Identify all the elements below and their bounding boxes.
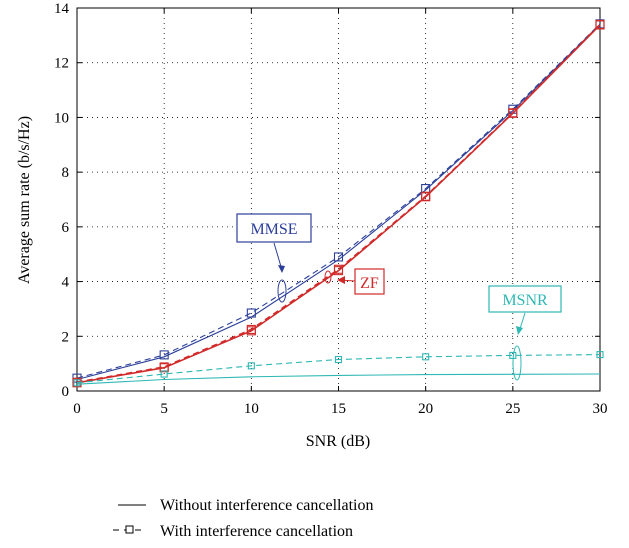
- msnr-dashed-marker: [422, 353, 430, 361]
- msnr-solid-line: [76, 373, 601, 385]
- axis-ticks: 0 5 10 15 20 25 30 0 2 4 6 8 10 12 14: [54, 1, 608, 417]
- y-tick-label: 2: [62, 329, 70, 345]
- legend-label-dashed: With interference cancellation: [160, 523, 353, 540]
- mmse-label: MMSE: [250, 221, 297, 238]
- annotations: MMSE ZF MSNR: [236, 213, 562, 381]
- y-tick-label: 10: [54, 110, 69, 126]
- x-tick-label: 5: [160, 401, 168, 417]
- msnr-dashed-marker: [596, 351, 604, 359]
- zf-label-box: [354, 268, 385, 295]
- legend-label-solid: Without interference cancellation: [160, 497, 373, 514]
- msnr-label: MSNR: [502, 292, 548, 309]
- y-tick-label: 12: [54, 56, 69, 72]
- msnr-dashed-marker: [334, 355, 343, 364]
- msnr-pointer-arrowhead: [516, 326, 523, 335]
- zf-dashed-line: [76, 23, 601, 383]
- zf-dashed-marker: [246, 324, 256, 334]
- x-tick-label: 10: [244, 401, 259, 417]
- msnr-dashed-marker: [160, 370, 168, 378]
- mmse-dashed-line: [76, 23, 601, 379]
- x-tick-label: 15: [331, 401, 346, 417]
- zf-dashed-marker: [595, 19, 605, 29]
- y-tick-label: 6: [62, 220, 70, 236]
- mmse-group-ellipse: [277, 279, 287, 303]
- mmse-label-box: [236, 213, 312, 243]
- zf-label: ZF: [360, 275, 379, 292]
- x-tick-label: 0: [73, 401, 81, 417]
- zf-dashed-marker: [508, 108, 518, 118]
- series-group: [72, 19, 605, 388]
- y-tick-label: 0: [62, 384, 70, 400]
- x-axis-title: SNR (dB): [306, 433, 370, 450]
- x-tick-label: 30: [593, 401, 608, 417]
- grid: [77, 8, 600, 391]
- y-tick-label: 4: [62, 275, 70, 291]
- mmse-dashed-marker: [333, 252, 344, 262]
- mmse-pointer-arrowhead: [278, 265, 285, 273]
- y-tick-label: 14: [54, 1, 70, 17]
- zf-group-ellipse: [324, 270, 332, 284]
- mmse-solid-line: [76, 24, 601, 381]
- msnr-dashed-marker: [73, 379, 81, 387]
- legend-square-marker: [125, 525, 134, 534]
- msnr-label-box: [488, 285, 562, 313]
- x-tick-label: 20: [418, 401, 433, 417]
- mmse-dashed-marker: [159, 350, 169, 360]
- zf-dashed-marker: [421, 191, 431, 201]
- x-tick-label: 25: [505, 401, 520, 417]
- zf-pointer-arrowhead: [337, 276, 345, 284]
- zf-dashed-marker: [333, 264, 344, 274]
- mmse-dashed-marker: [246, 308, 256, 318]
- msnr-dashed-marker: [247, 362, 255, 370]
- y-tick-label: 8: [62, 165, 70, 181]
- legend: Without interference cancellation With i…: [113, 497, 373, 540]
- msnr-dashed-line: [76, 354, 601, 384]
- msnr-group-ellipse: [512, 345, 522, 381]
- y-axis-title: Average sum rate (b/s/Hz): [16, 116, 33, 284]
